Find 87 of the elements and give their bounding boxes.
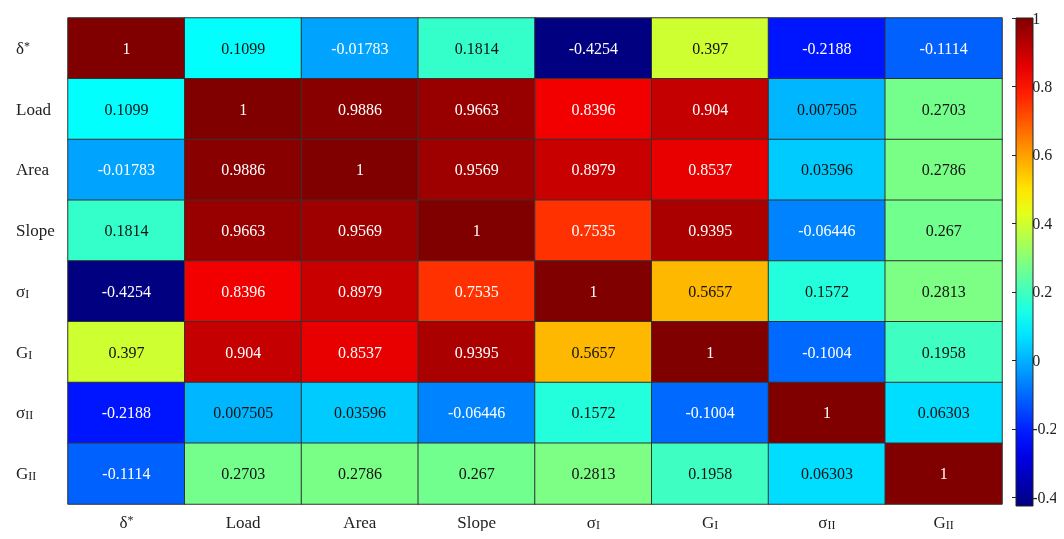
data-label: 0.007505	[213, 404, 274, 422]
data-label: -0.1114	[102, 465, 151, 483]
data-label: 0.2786	[921, 161, 966, 179]
x-tick-label: Load	[225, 513, 262, 532]
data-label: 0.2813	[571, 465, 616, 483]
data-label: 1	[589, 282, 598, 300]
data-label: 0.8979	[337, 282, 382, 300]
color-bar-label: 0.6	[1032, 146, 1053, 164]
x-tick-label: δ*	[119, 513, 134, 532]
data-label: 1	[239, 100, 248, 118]
x-tick-label: Area	[343, 513, 377, 532]
data-label: -0.4254	[101, 282, 152, 300]
data-label: 0.267	[458, 465, 495, 483]
data-label: 0.5657	[688, 282, 733, 300]
data-label: -0.1114	[919, 39, 968, 57]
data-label: -0.1004	[802, 343, 852, 361]
data-label: 0.904	[225, 343, 262, 361]
data-label: 0.06303	[917, 404, 970, 422]
data-label: 0.1572	[804, 282, 849, 300]
data-label: 0.7535	[571, 222, 616, 240]
data-label: 0.1814	[104, 222, 149, 240]
data-label: 0.9663	[221, 222, 266, 240]
x-tick-label: GII	[933, 513, 954, 532]
y-tick-label: Area	[16, 160, 50, 180]
data-label: 0.9395	[454, 343, 499, 361]
data-label: 0.9886	[337, 100, 382, 118]
color-bar-label: -0.2	[1032, 420, 1058, 438]
data-label: 0.1099	[104, 100, 149, 118]
color-bar-label: 0.2	[1032, 283, 1053, 301]
data-label: 0.904	[692, 100, 729, 118]
data-label: -0.01783	[97, 161, 156, 179]
color-bar-label: 0.4	[1032, 214, 1053, 232]
data-label: -0.2188	[101, 404, 152, 422]
data-label: 0.9886	[221, 161, 266, 179]
data-label: 0.1814	[454, 39, 499, 57]
data-label: 0.397	[692, 39, 729, 57]
data-label: 1	[822, 404, 831, 422]
data-label: 1	[706, 343, 715, 361]
data-label: 0.2703	[221, 465, 266, 483]
data-label: 0.2786	[337, 465, 382, 483]
data-label: 0.8537	[688, 161, 733, 179]
x-tick-label: σII	[818, 513, 836, 532]
data-label: 0.03596	[333, 404, 386, 422]
x-tick-label: GI	[701, 513, 719, 532]
data-label: 0.7535	[454, 282, 499, 300]
data-label: 0.1572	[571, 404, 616, 422]
data-label: 0.9663	[454, 100, 499, 118]
data-label: 0.1958	[921, 343, 966, 361]
data-label: -0.06446	[798, 222, 856, 240]
data-label: 0.007505	[796, 100, 857, 118]
data-label: 1	[355, 161, 364, 179]
color-bar-label: 0	[1032, 351, 1041, 369]
x-tick-label: Slope	[457, 513, 496, 532]
data-label: -0.2188	[802, 39, 852, 57]
data-label: 0.9395	[688, 222, 733, 240]
data-label: 0.1958	[688, 465, 733, 483]
data-label: 0.8396	[571, 100, 616, 118]
data-label: -0.06446	[447, 404, 506, 422]
data-label: 0.397	[108, 343, 145, 361]
data-label: 0.03596	[800, 161, 853, 179]
data-label: 1	[122, 39, 131, 57]
y-tick-label: GI	[16, 342, 33, 362]
y-tick-label: GII	[16, 464, 37, 484]
color-bar-label: 1	[1032, 9, 1041, 27]
data-label: 0.06303	[800, 465, 853, 483]
data-label: 0.5657	[571, 343, 616, 361]
data-label: 0.9569	[337, 222, 382, 240]
data-label: 0.8979	[571, 161, 616, 179]
data-label: 0.9569	[454, 161, 499, 179]
data-label: 1	[939, 465, 948, 483]
y-tick-label: σI	[16, 281, 30, 301]
data-label: 0.2813	[921, 282, 966, 300]
y-tick-label: Slope	[16, 221, 55, 241]
data-label: 0.1099	[221, 39, 266, 57]
y-tick-label: σII	[16, 403, 34, 423]
y-tick-label: δ*	[16, 38, 31, 58]
data-label: 0.8537	[337, 343, 382, 361]
data-label: 1	[472, 222, 481, 240]
y-tick-label: Load	[16, 99, 52, 119]
data-label: 0.2703	[921, 100, 966, 118]
data-label: -0.4254	[568, 39, 619, 57]
color-bar-label: 0.8	[1032, 77, 1053, 95]
data-label: -0.01783	[331, 39, 389, 57]
data-label: 0.8396	[221, 282, 266, 300]
data-label: 0.267	[925, 222, 962, 240]
x-tick-label: σI	[586, 513, 600, 532]
data-label: -0.1004	[685, 404, 735, 422]
